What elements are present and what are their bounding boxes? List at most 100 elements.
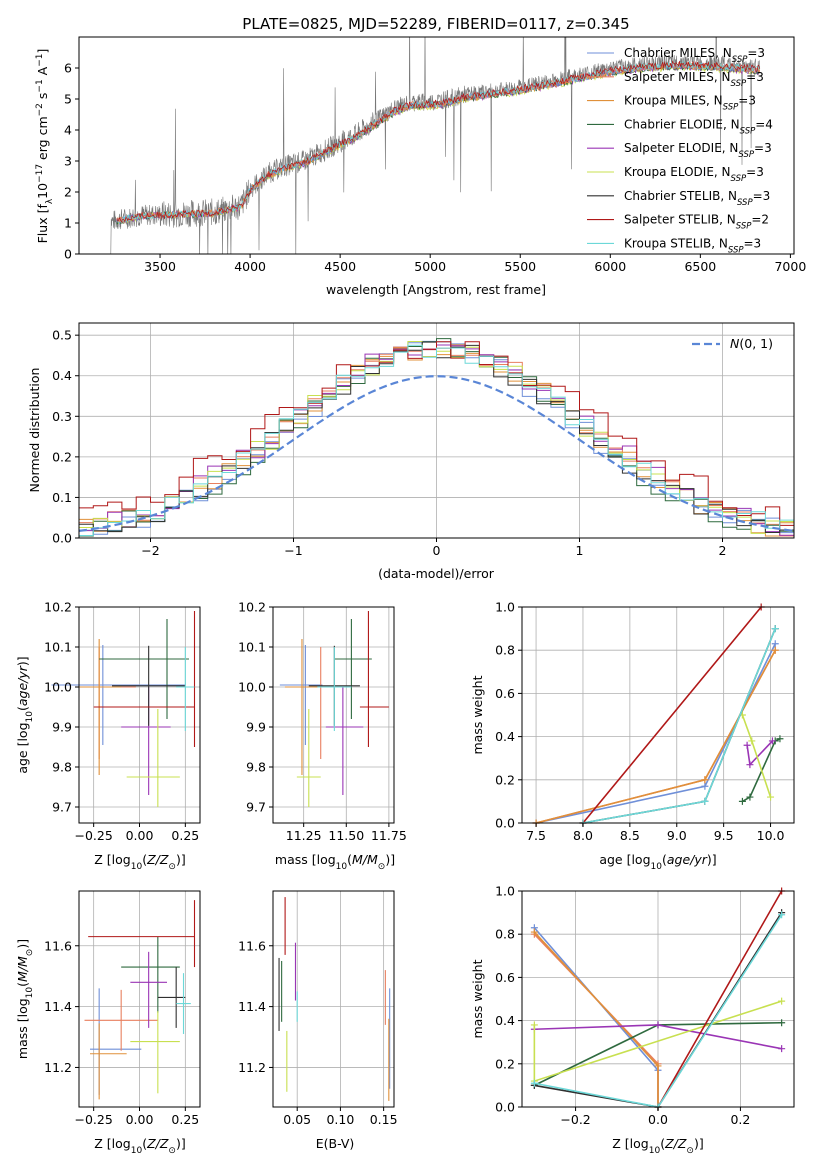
y-tick-label: 0.0	[495, 816, 515, 831]
y-tick-label: 11.2	[44, 1060, 72, 1075]
x-tick-label: 6500	[684, 259, 716, 274]
x-axis-label: E(B-V)	[316, 1136, 355, 1151]
y-tick-label: 11.4	[238, 999, 266, 1014]
x-tick-label: 10.0	[757, 828, 785, 843]
x-tick-label: 7000	[774, 259, 806, 274]
plot-area	[279, 611, 389, 807]
plot-area	[532, 603, 784, 827]
chart-weight-vs-Z: −0.2 0.0 0.2 0.0 0.2 0.4 0.6 0.8 1.0 Z [log10(Z/Z…	[470, 884, 795, 1156]
chart-mass-vs-Z: −0.25 0.00 0.25 11.2 11.4 11.6 Z [log10(Z/Z⊙)]…	[15, 890, 201, 1156]
x-axis-label: Z [log10(Z/Z⊙)]	[94, 852, 185, 872]
x-axis-label: Z [log10(Z/Z⊙)]	[94, 1136, 185, 1156]
weight-line-kroupa_elodie	[741, 714, 772, 798]
plot-area	[78, 338, 795, 537]
weight-line-kroupa_miles	[533, 931, 659, 1107]
normal-curve	[78, 375, 795, 532]
x-tick-label: −2	[141, 543, 159, 558]
y-tick-label: 9.7	[246, 800, 266, 815]
chart-age-vs-mass: 11.25 11.50 11.75 9.7 9.8 9.9 10.0 10.1 10.2 mass…	[238, 600, 407, 873]
axes-frame	[521, 606, 795, 824]
x-tick-label: 4000	[234, 259, 266, 274]
x-tick-label: 11.50	[328, 828, 364, 843]
x-tick-label: 5000	[414, 259, 446, 274]
weight-line-salpeter_stelib	[582, 606, 762, 824]
x-tick-label: 6000	[594, 259, 626, 274]
x-tick-label: 8.5	[620, 828, 640, 843]
legend: Chabrier MILES, NSSP=3 Salpeter MILES, NS…	[587, 46, 773, 255]
axes-frame	[78, 36, 795, 255]
weight-marker-kroupa_stelib	[778, 911, 786, 919]
legend-label-kroupa_stelib: Kroupa STELIB, NSSP=3	[624, 236, 761, 255]
y-tick-label: 10.2	[44, 600, 72, 615]
x-tick-label: 11.25	[286, 828, 322, 843]
legend-label-normal: N(0, 1)	[730, 336, 773, 351]
legend-label-kroupa_elodie: Kroupa ELODIE, NSSP=3	[624, 165, 764, 184]
weight-marker-kroupa_elodie	[748, 737, 756, 745]
legend-label-salpeter_miles: Salpeter MILES, NSSP=3	[624, 70, 764, 89]
y-tick-label: 10.1	[44, 640, 72, 655]
y-axis-label: Flux [fλ10−17 erg cm−2 s−1 A−1]	[35, 49, 55, 244]
x-tick-label: 3500	[144, 259, 176, 274]
y-tick-label: 1.0	[495, 884, 515, 899]
weight-marker-kroupa_elodie	[530, 1021, 538, 1029]
y-tick-label: 10.0	[238, 680, 266, 695]
y-tick-label: 11.6	[44, 938, 72, 953]
x-tick-label: 7.5	[526, 828, 546, 843]
weight-marker-salpeter_elodie	[778, 1045, 786, 1053]
weight-marker-kroupa_stelib	[701, 797, 709, 805]
y-tick-label: 0.5	[52, 328, 72, 343]
y-tick-label: 9.8	[246, 760, 266, 775]
y-tick-label: 0.3	[52, 409, 72, 424]
weight-marker-chabrier_elodie	[778, 1019, 786, 1027]
y-axis-label: mass [log10(M/M⊙)]	[15, 939, 35, 1059]
weight-line-salpeter_elodie	[746, 740, 774, 767]
weight-marker-kroupa_miles	[530, 928, 538, 936]
legend-label-kroupa_miles: Kroupa MILES, NSSP=3	[624, 94, 756, 113]
histogram-kroupa_stelib	[79, 344, 794, 536]
model-spectrum-salpeter_stelib	[116, 60, 761, 223]
y-tick-label: 11.4	[44, 999, 72, 1014]
y-axis-label: Normed distribution	[27, 368, 42, 493]
y-tick-label: 0.0	[52, 531, 72, 546]
y-tick-label: 1.0	[495, 600, 515, 615]
figure-title: PLATE=0825, MJD=52289, FIBERID=0117, z=0…	[242, 15, 629, 33]
x-axis-label: age [log10(age/yr)]	[599, 852, 716, 872]
weight-marker-chabrier_elodie	[776, 735, 784, 743]
x-tick-label: 0.25	[171, 828, 199, 843]
y-tick-label: 11.6	[238, 938, 266, 953]
x-tick-label: 8.0	[573, 828, 593, 843]
weight-marker-kroupa_elodie	[767, 793, 775, 801]
y-tick-label: 1	[64, 216, 72, 231]
weight-marker-salpeter_elodie	[654, 1021, 662, 1029]
x-axis-label: mass [log10(M/M⊙)]	[275, 852, 395, 872]
x-tick-label: 4500	[324, 259, 356, 274]
weight-line-salpeter_stelib	[657, 890, 783, 1108]
y-tick-label: 10.1	[238, 640, 266, 655]
legend-label-salpeter_elodie: Salpeter ELODIE, NSSP=3	[624, 141, 772, 160]
x-tick-label: −0.25	[75, 1112, 113, 1127]
legend-label-chabrier_miles: Chabrier MILES, NSSP=3	[624, 46, 765, 65]
plot-area	[84, 900, 196, 1100]
axes-frame	[272, 890, 395, 1108]
y-tick-label: 0.8	[495, 643, 515, 658]
histogram-chabrier_elodie	[79, 338, 794, 537]
axes-frame	[272, 606, 395, 824]
y-tick-label: 3	[64, 154, 72, 169]
x-axis-label: wavelength [Angstrom, rest frame]	[326, 282, 546, 297]
x-tick-label: −0.2	[560, 1112, 590, 1127]
x-tick-label: 9.5	[714, 828, 734, 843]
x-tick-label: 5500	[504, 259, 536, 274]
y-tick-label: 6	[64, 61, 72, 76]
weight-marker-salpeter_elodie	[743, 741, 751, 749]
chart-weight-vs-age: 7.5 8.0 8.5 9.0 9.5 10.0 0.0 0.2 0.4 0.6 0.8 1.0 age…	[470, 600, 795, 872]
x-tick-label: −1	[284, 543, 302, 558]
plot-area	[51, 611, 196, 807]
y-tick-label: 10.0	[44, 680, 72, 695]
y-axis-label: mass weight	[470, 959, 485, 1038]
weight-marker-kroupa_elodie	[778, 997, 786, 1005]
weight-marker-chabrier_miles	[771, 640, 779, 648]
x-tick-label: 1	[576, 543, 584, 558]
x-tick-label: 0.0	[648, 1112, 668, 1127]
legend-label-chabrier_elodie: Chabrier ELODIE, NSSP=4	[624, 117, 773, 136]
